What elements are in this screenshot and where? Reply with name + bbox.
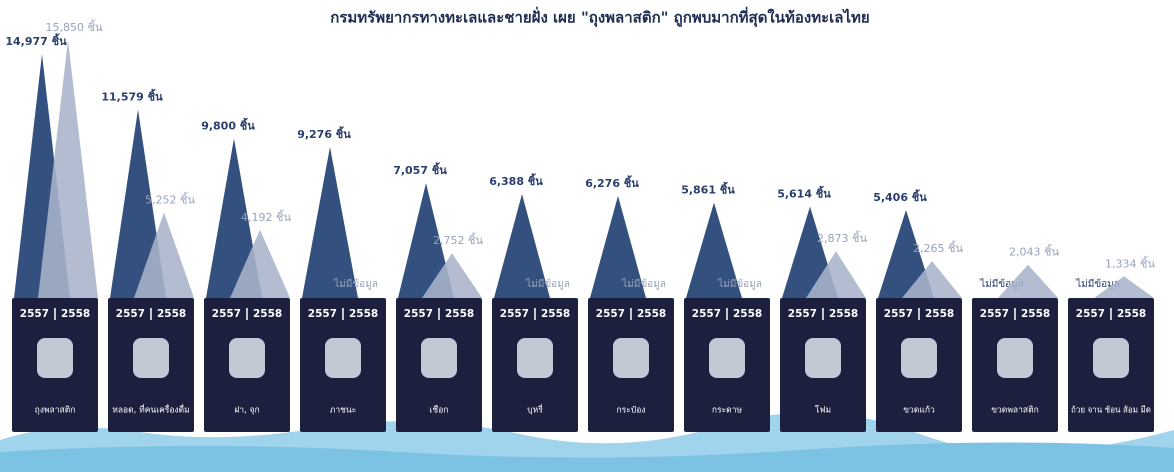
category-label: ขวดแก้ว <box>903 405 935 416</box>
series-name: 2557 <box>788 308 817 320</box>
value-label: 11,579 ชิ้น <box>101 89 163 104</box>
series-name: 2557 <box>980 308 1009 320</box>
item-icon <box>613 338 649 378</box>
value-label: 2,043 ชิ้น <box>1009 244 1059 259</box>
series-name: 2558 <box>925 308 954 320</box>
item-icon <box>1093 338 1129 378</box>
peak <box>38 40 98 298</box>
series-name: 2558 <box>733 308 762 320</box>
value-label: 4,192 ชิ้น <box>241 209 291 224</box>
item-icon <box>709 338 745 378</box>
series-name: 2558 <box>445 308 474 320</box>
item-icon <box>37 338 73 378</box>
value-label: 2,265 ชิ้น <box>913 240 963 255</box>
item-icon <box>901 338 937 378</box>
no-data-label: ไม่มีข้อมูล <box>621 278 666 290</box>
series-name: 2558 <box>637 308 666 320</box>
peak <box>902 261 962 298</box>
item-icon <box>805 338 841 378</box>
peak <box>422 253 482 298</box>
peak <box>590 195 646 298</box>
peak <box>1094 276 1154 298</box>
series-name: 2558 <box>61 308 90 320</box>
value-label: 9,276 ชิ้น <box>297 126 351 141</box>
series-name: 2558 <box>157 308 186 320</box>
category-label: ขวดพลาสติก <box>991 406 1039 416</box>
value-label: 5,861 ชิ้น <box>681 182 735 197</box>
item-icon <box>997 338 1033 378</box>
no-data-label: ไม่มีข้อมูล <box>1075 278 1120 290</box>
peak <box>302 147 358 298</box>
category-label: บุหรี่ <box>527 404 543 416</box>
series-name: 2558 <box>253 308 282 320</box>
item-icon <box>421 338 457 378</box>
item-icon <box>517 338 553 378</box>
value-label: 6,276 ชิ้น <box>585 175 639 190</box>
series-name: 2558 <box>829 308 858 320</box>
series-name: 2557 <box>884 308 913 320</box>
value-label: 5,614 ชิ้น <box>777 186 831 201</box>
value-label: 5,252 ชิ้น <box>145 192 195 207</box>
category-label: โฟม <box>815 405 831 416</box>
peak <box>686 202 742 298</box>
series-name: 2557 <box>308 308 337 320</box>
series-name: 2557 <box>20 308 49 320</box>
series-name: 2558 <box>1117 308 1146 320</box>
series-name: 2557 <box>596 308 625 320</box>
item-icon <box>133 338 169 378</box>
category-label: กระป๋อง <box>617 406 646 416</box>
series-name: 2557 <box>500 308 529 320</box>
item-icon <box>325 338 361 378</box>
category-label: กระดาษ <box>712 406 743 416</box>
peak <box>806 251 866 298</box>
series-name: 2558 <box>1021 308 1050 320</box>
peak <box>398 183 454 298</box>
category-label: หลอด, ที่คนเครื่องดื่ม <box>112 404 189 416</box>
series-name: 2557 <box>116 308 145 320</box>
value-label: 6,388 ชิ้น <box>489 173 543 188</box>
series-name: 2558 <box>349 308 378 320</box>
value-label: 9,800 ชิ้น <box>201 117 255 132</box>
item-icon <box>229 338 265 378</box>
no-data-label: ไม่มีข้อมูล <box>525 278 570 290</box>
value-label: 15,850 ชิ้น <box>46 19 103 34</box>
value-label: 7,057 ชิ้น <box>393 162 447 177</box>
value-label: 5,406 ชิ้น <box>873 189 927 204</box>
series-name: 2558 <box>541 308 570 320</box>
category-label: ภาชนะ <box>330 406 357 416</box>
no-data-label: ไม่มีข้อมูล <box>717 278 762 290</box>
value-label: 1,334 ชิ้น <box>1105 255 1155 270</box>
peak <box>230 229 290 298</box>
series-name: 2557 <box>692 308 721 320</box>
series-name: 2557 <box>404 308 433 320</box>
chart-title: กรมทรัพยากรทางทะเลและชายฝั่ง เผย "ถุงพลา… <box>330 7 869 28</box>
value-label: 2,873 ชิ้น <box>817 230 867 245</box>
series-name: 2557 <box>212 308 241 320</box>
series-name: 2557 <box>1076 308 1105 320</box>
peak <box>134 212 194 298</box>
peak <box>494 194 550 298</box>
peak <box>998 264 1058 298</box>
category-label: ถ้วย จาน ช้อน ส้อม มีด <box>1071 405 1151 416</box>
value-label: 2,752 ชิ้น <box>433 232 483 247</box>
category-label: ถุงพลาสติก <box>35 406 76 416</box>
water-deep <box>0 442 1174 472</box>
no-data-label: ไม่มีข้อมูล <box>333 278 378 290</box>
category-label: ฝา, จุก <box>234 406 259 416</box>
category-label: เชือก <box>430 405 449 416</box>
value-label: 14,977 ชิ้น <box>5 33 67 48</box>
